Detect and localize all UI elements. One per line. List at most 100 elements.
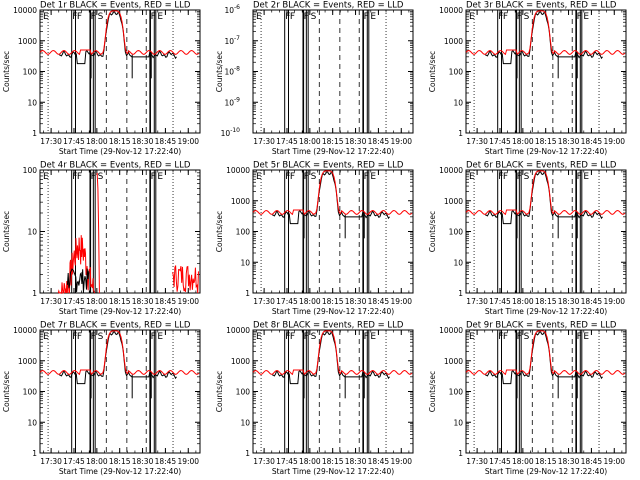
x-tick-label: 18:45 — [155, 457, 177, 466]
flag-label: F — [72, 172, 77, 182]
flag-label: E — [43, 172, 49, 182]
x-tick-label: 18:45 — [368, 457, 390, 466]
x-tick-label: 19:00 — [603, 137, 625, 146]
flag-label: F — [503, 332, 508, 342]
flag-label: E — [469, 332, 475, 342]
lld-series-line — [252, 330, 413, 376]
lld-series-line — [57, 235, 96, 295]
y-tick-label: 10000 — [439, 6, 463, 15]
flag-label: E — [157, 172, 163, 182]
x-axis-label: Start Time (29-Nov-12 17:22:40) — [485, 467, 607, 476]
y-tick-label: 10000 — [439, 326, 463, 335]
flag-label: S — [311, 172, 317, 182]
y-tick-label: 10-10 — [221, 127, 241, 138]
y-axis-label: Counts/sec — [2, 51, 11, 92]
x-tick-label: 19:00 — [603, 297, 625, 306]
y-tick-label: 1000 — [444, 357, 463, 366]
x-tick-label: 18:30 — [132, 297, 154, 306]
flag-label: F — [91, 12, 96, 22]
x-tick-label: 18:30 — [558, 297, 580, 306]
y-tick-label: 10000 — [13, 6, 37, 15]
flag-label: F — [77, 172, 82, 182]
y-tick-label: 1 — [32, 289, 37, 298]
flag-label: F — [77, 12, 82, 22]
flag-label: F — [290, 12, 295, 22]
flag-label: F — [517, 332, 522, 342]
flag-label: F — [498, 172, 503, 182]
lld-spike — [96, 172, 100, 294]
x-tick-label: 18:15 — [109, 297, 131, 306]
flag-label: F — [151, 332, 156, 342]
events-series-line — [485, 171, 603, 225]
flag-label: S — [524, 12, 530, 22]
lld-series-line — [39, 330, 200, 376]
lld-series-line — [465, 170, 626, 216]
flag-label: E — [43, 12, 49, 22]
y-tick-label: 10-8 — [224, 66, 240, 77]
x-tick-label: 17:30 — [466, 297, 488, 306]
flag-label: F — [304, 332, 309, 342]
flag-label: E — [43, 332, 49, 342]
y-axis-label: Counts/sec — [428, 211, 437, 252]
x-tick-label: 17:45 — [63, 457, 85, 466]
events-series-line — [272, 171, 390, 225]
y-tick-label: 10 — [240, 258, 250, 267]
flag-label: E — [370, 172, 376, 182]
flag-label: E — [583, 172, 589, 182]
events-series-line — [272, 331, 390, 385]
flag-label: F — [91, 332, 96, 342]
y-tick-label: 10-7 — [224, 35, 240, 46]
plot-frame — [39, 9, 201, 134]
y-tick-label: 1000 — [18, 37, 37, 46]
y-tick-label: 10 — [27, 98, 37, 107]
x-tick-label: 17:30 — [40, 297, 62, 306]
x-axis-label: Start Time (29-Nov-12 17:22:40) — [59, 307, 181, 316]
flag-label: F — [285, 12, 290, 22]
flag-label: F — [364, 172, 369, 182]
x-tick-label: 18:00 — [86, 297, 108, 306]
flag-label: E — [256, 12, 262, 22]
y-tick-label: 10000 — [439, 166, 463, 175]
y-tick-label: 10 — [27, 418, 37, 427]
y-tick-label: 1000 — [231, 197, 250, 206]
flag-label: S — [98, 12, 104, 22]
y-tick-label: 1 — [458, 449, 463, 458]
flag-label: E — [583, 332, 589, 342]
flag-label: E — [157, 332, 163, 342]
y-tick-label: 1 — [245, 289, 250, 298]
chart-title: Det 2r BLACK = Events, RED = LLD — [253, 1, 404, 11]
x-tick-label: 18:15 — [109, 457, 131, 466]
x-tick-label: 18:45 — [581, 457, 603, 466]
y-tick-label: 10 — [453, 418, 463, 427]
x-tick-label: 19:00 — [177, 297, 199, 306]
flag-label: E — [583, 12, 589, 22]
plot-frame — [39, 329, 201, 454]
flag-label: E — [469, 12, 475, 22]
flag-label: S — [311, 12, 317, 22]
flag-label: E — [256, 172, 262, 182]
y-tick-label: 1000 — [18, 357, 37, 366]
plot-frame — [252, 169, 414, 294]
y-tick-label: 1 — [32, 449, 37, 458]
x-tick-label: 17:45 — [63, 137, 85, 146]
x-tick-label: 18:15 — [109, 137, 131, 146]
y-tick-label: 10 — [240, 418, 250, 427]
y-tick-label: 100 — [449, 228, 464, 237]
x-tick-label: 17:30 — [253, 297, 275, 306]
y-tick-label: 10000 — [226, 166, 250, 175]
x-axis-label: Start Time (29-Nov-12 17:22:40) — [59, 147, 181, 156]
flag-label: F — [503, 12, 508, 22]
x-axis-label: Start Time (29-Nov-12 17:22:40) — [485, 307, 607, 316]
y-tick-label: 10 — [27, 228, 37, 237]
y-tick-label: 100 — [236, 228, 251, 237]
y-tick-exponent: -7 — [234, 35, 240, 42]
y-axis-label: Counts/sec — [2, 211, 11, 252]
x-tick-label: 19:00 — [603, 457, 625, 466]
flag-label: F — [577, 172, 582, 182]
chart-title: Det 1r BLACK = Events, RED = LLD — [40, 1, 191, 11]
y-tick-label: 10000 — [13, 326, 37, 335]
x-tick-label: 18:30 — [345, 137, 367, 146]
